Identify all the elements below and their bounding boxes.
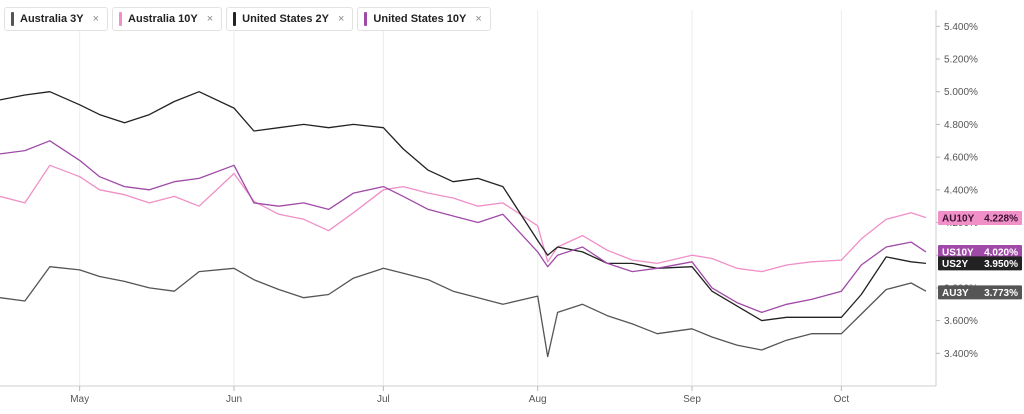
- end-tag-value: 4.020%: [984, 247, 1018, 258]
- close-icon[interactable]: ×: [206, 13, 214, 25]
- close-icon[interactable]: ×: [92, 13, 100, 25]
- series-line-australia-3y: [0, 266, 927, 358]
- end-tag-us10y: US10Y 4.020%: [938, 244, 1022, 259]
- end-tag-background: [938, 244, 1022, 259]
- end-tag-label: AU3Y: [942, 288, 969, 299]
- series-line-united-states-10y: [0, 140, 927, 314]
- end-tag-value: 4.228%: [984, 213, 1018, 224]
- legend-swatch: [119, 12, 123, 26]
- series-line-united-states-2y: [0, 91, 927, 322]
- y-tick-label: 4.600%: [944, 153, 978, 164]
- x-tick-label: Jun: [226, 394, 242, 405]
- x-axis: May Jun Jul Aug Sep Oct: [70, 386, 849, 405]
- end-tag-background: [938, 210, 1022, 225]
- x-tick-label: Sep: [683, 394, 701, 405]
- end-tag-au10y: AU10Y 4.228%: [938, 210, 1022, 225]
- end-tag-label: US10Y: [942, 247, 974, 258]
- end-tag-au3y: AU3Y 3.773%: [938, 285, 1022, 300]
- y-axis: 3.400%3.600%3.800%4.000%4.200%4.400%4.60…: [936, 22, 978, 360]
- y-tick-label: 5.400%: [944, 22, 978, 33]
- series-layer: [0, 91, 927, 358]
- y-tick-label: 3.400%: [944, 349, 978, 360]
- end-tag-background: [938, 256, 1022, 271]
- legend-chip-united-states-2y[interactable]: United States 2Y ×: [226, 7, 354, 31]
- legend-chip-australia-3y[interactable]: Australia 3Y ×: [4, 7, 109, 31]
- legend-label: United States 10Y: [373, 13, 467, 25]
- end-tag-background: [938, 285, 1022, 300]
- x-tick-label: Aug: [529, 394, 547, 405]
- end-tag-value: 3.773%: [984, 288, 1018, 299]
- y-tick-label: 3.600%: [944, 316, 978, 327]
- close-icon[interactable]: ×: [337, 13, 345, 25]
- x-tick-label: Oct: [834, 394, 850, 405]
- series-line-australia-10y: [0, 164, 927, 273]
- legend-label: Australia 3Y: [20, 13, 84, 25]
- legend-label: Australia 10Y: [128, 13, 198, 25]
- end-tag-label: AU10Y: [942, 213, 975, 224]
- end-tag-us2y: US2Y 3.950%: [938, 256, 1022, 271]
- x-tick-label: May: [70, 394, 89, 405]
- close-icon[interactable]: ×: [475, 13, 482, 25]
- x-tick-label: Jul: [377, 394, 390, 405]
- end-value-tags: AU10Y 4.228% US10Y 4.020% US2Y 3.950% AU3Y 3.77…: [938, 210, 1022, 300]
- y-tick-label: 5.000%: [944, 87, 978, 98]
- legend-chip-united-states-10y[interactable]: United States 10Y ×: [357, 7, 491, 31]
- y-tick-label: 4.800%: [944, 120, 978, 131]
- end-tag-value: 3.950%: [984, 259, 1018, 270]
- legend-swatch: [364, 12, 368, 26]
- legend-swatch: [11, 12, 14, 26]
- end-tag-label: US2Y: [942, 259, 968, 270]
- chart-grid: [79, 10, 842, 386]
- legend: Australia 3Y × Australia 10Y × United St…: [4, 7, 491, 31]
- y-tick-label: 4.400%: [944, 185, 978, 196]
- legend-chip-australia-10y[interactable]: Australia 10Y ×: [112, 7, 223, 31]
- legend-label: United States 2Y: [242, 13, 329, 25]
- y-tick-label: 5.200%: [944, 55, 978, 66]
- legend-swatch: [233, 12, 237, 26]
